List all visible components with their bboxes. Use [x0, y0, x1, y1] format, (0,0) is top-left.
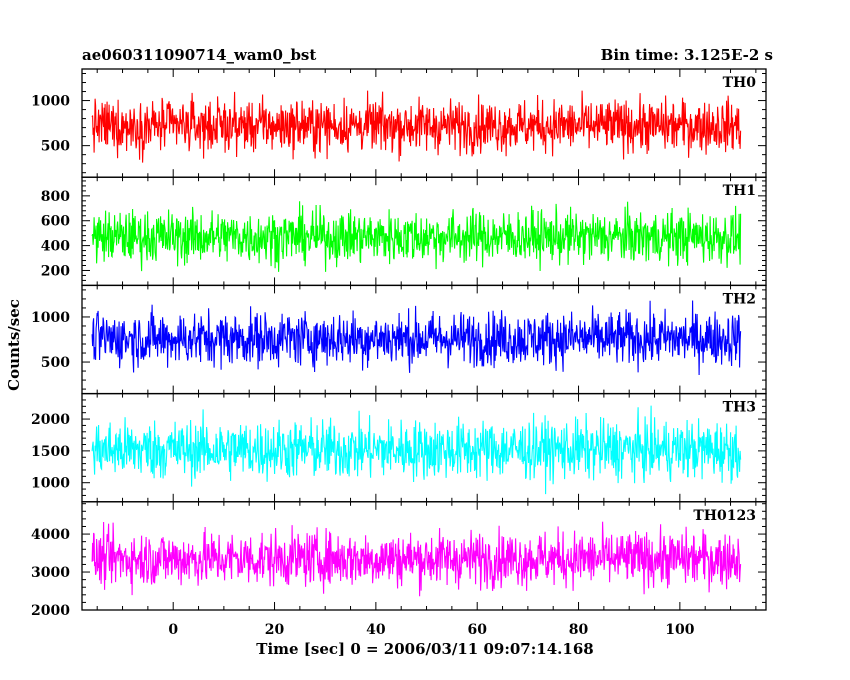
x-tick-label: 40	[366, 622, 386, 638]
y-tick-label: 2000	[31, 412, 70, 428]
y-tick-label: 4000	[31, 527, 70, 543]
panel-frame	[81, 501, 767, 611]
bin-time-label: Bin time: 3.125E-2 s	[601, 46, 773, 64]
panel-label-th2: TH2	[723, 291, 756, 307]
y-tick-label: 600	[41, 214, 70, 230]
panel-label-th0: TH0	[723, 75, 757, 91]
panel-th0: 500 1000 TH0	[31, 68, 767, 178]
x-tick-label: 20	[265, 622, 285, 638]
series-th2-line	[91, 300, 742, 376]
panel-th3: 1000 1500 2000 TH3	[31, 392, 767, 503]
series-th3-line	[91, 405, 742, 495]
y-tick-label: 1000	[31, 310, 70, 326]
panel-th0123: 2000 3000 4000 TH0123	[31, 501, 767, 619]
y-tick-label: 500	[41, 139, 70, 155]
x-axis: 0 20 40 60 80 100	[168, 622, 694, 638]
panel-th1: 200 400 600 800 TH1	[41, 176, 767, 287]
series-th0-line	[91, 90, 742, 163]
panel-label-th0123: TH0123	[693, 508, 756, 524]
series-th1-line	[91, 201, 742, 272]
y-tick-label: 1500	[31, 444, 70, 460]
x-tick-label: 80	[569, 622, 589, 638]
x-axis-label: Time [sec] 0 = 2006/03/11 09:07:14.168	[256, 640, 593, 658]
y-tick-label: 200	[41, 263, 70, 279]
x-tick-label: 100	[665, 622, 694, 638]
y-tick-label: 400	[41, 239, 70, 255]
y-tick-label: 3000	[31, 565, 70, 581]
y-tick-label: 2000	[31, 603, 70, 619]
series-th0123-line	[91, 521, 742, 597]
y-tick-label: 500	[41, 355, 70, 371]
panel-th2: 500 1000 TH2	[31, 284, 767, 395]
y-tick-label: 1000	[31, 476, 70, 492]
y-tick-label: 1000	[31, 94, 70, 110]
y-axis-label: Counts/sec	[5, 299, 23, 391]
x-tick-label: 60	[467, 622, 487, 638]
panel-label-th3: TH3	[723, 400, 756, 416]
y-tick-label: 800	[41, 189, 70, 205]
panel-label-th1: TH1	[723, 183, 756, 199]
x-tick-label: 0	[168, 622, 178, 638]
chart-title: ae060311090714_wam0_bst	[82, 46, 316, 64]
